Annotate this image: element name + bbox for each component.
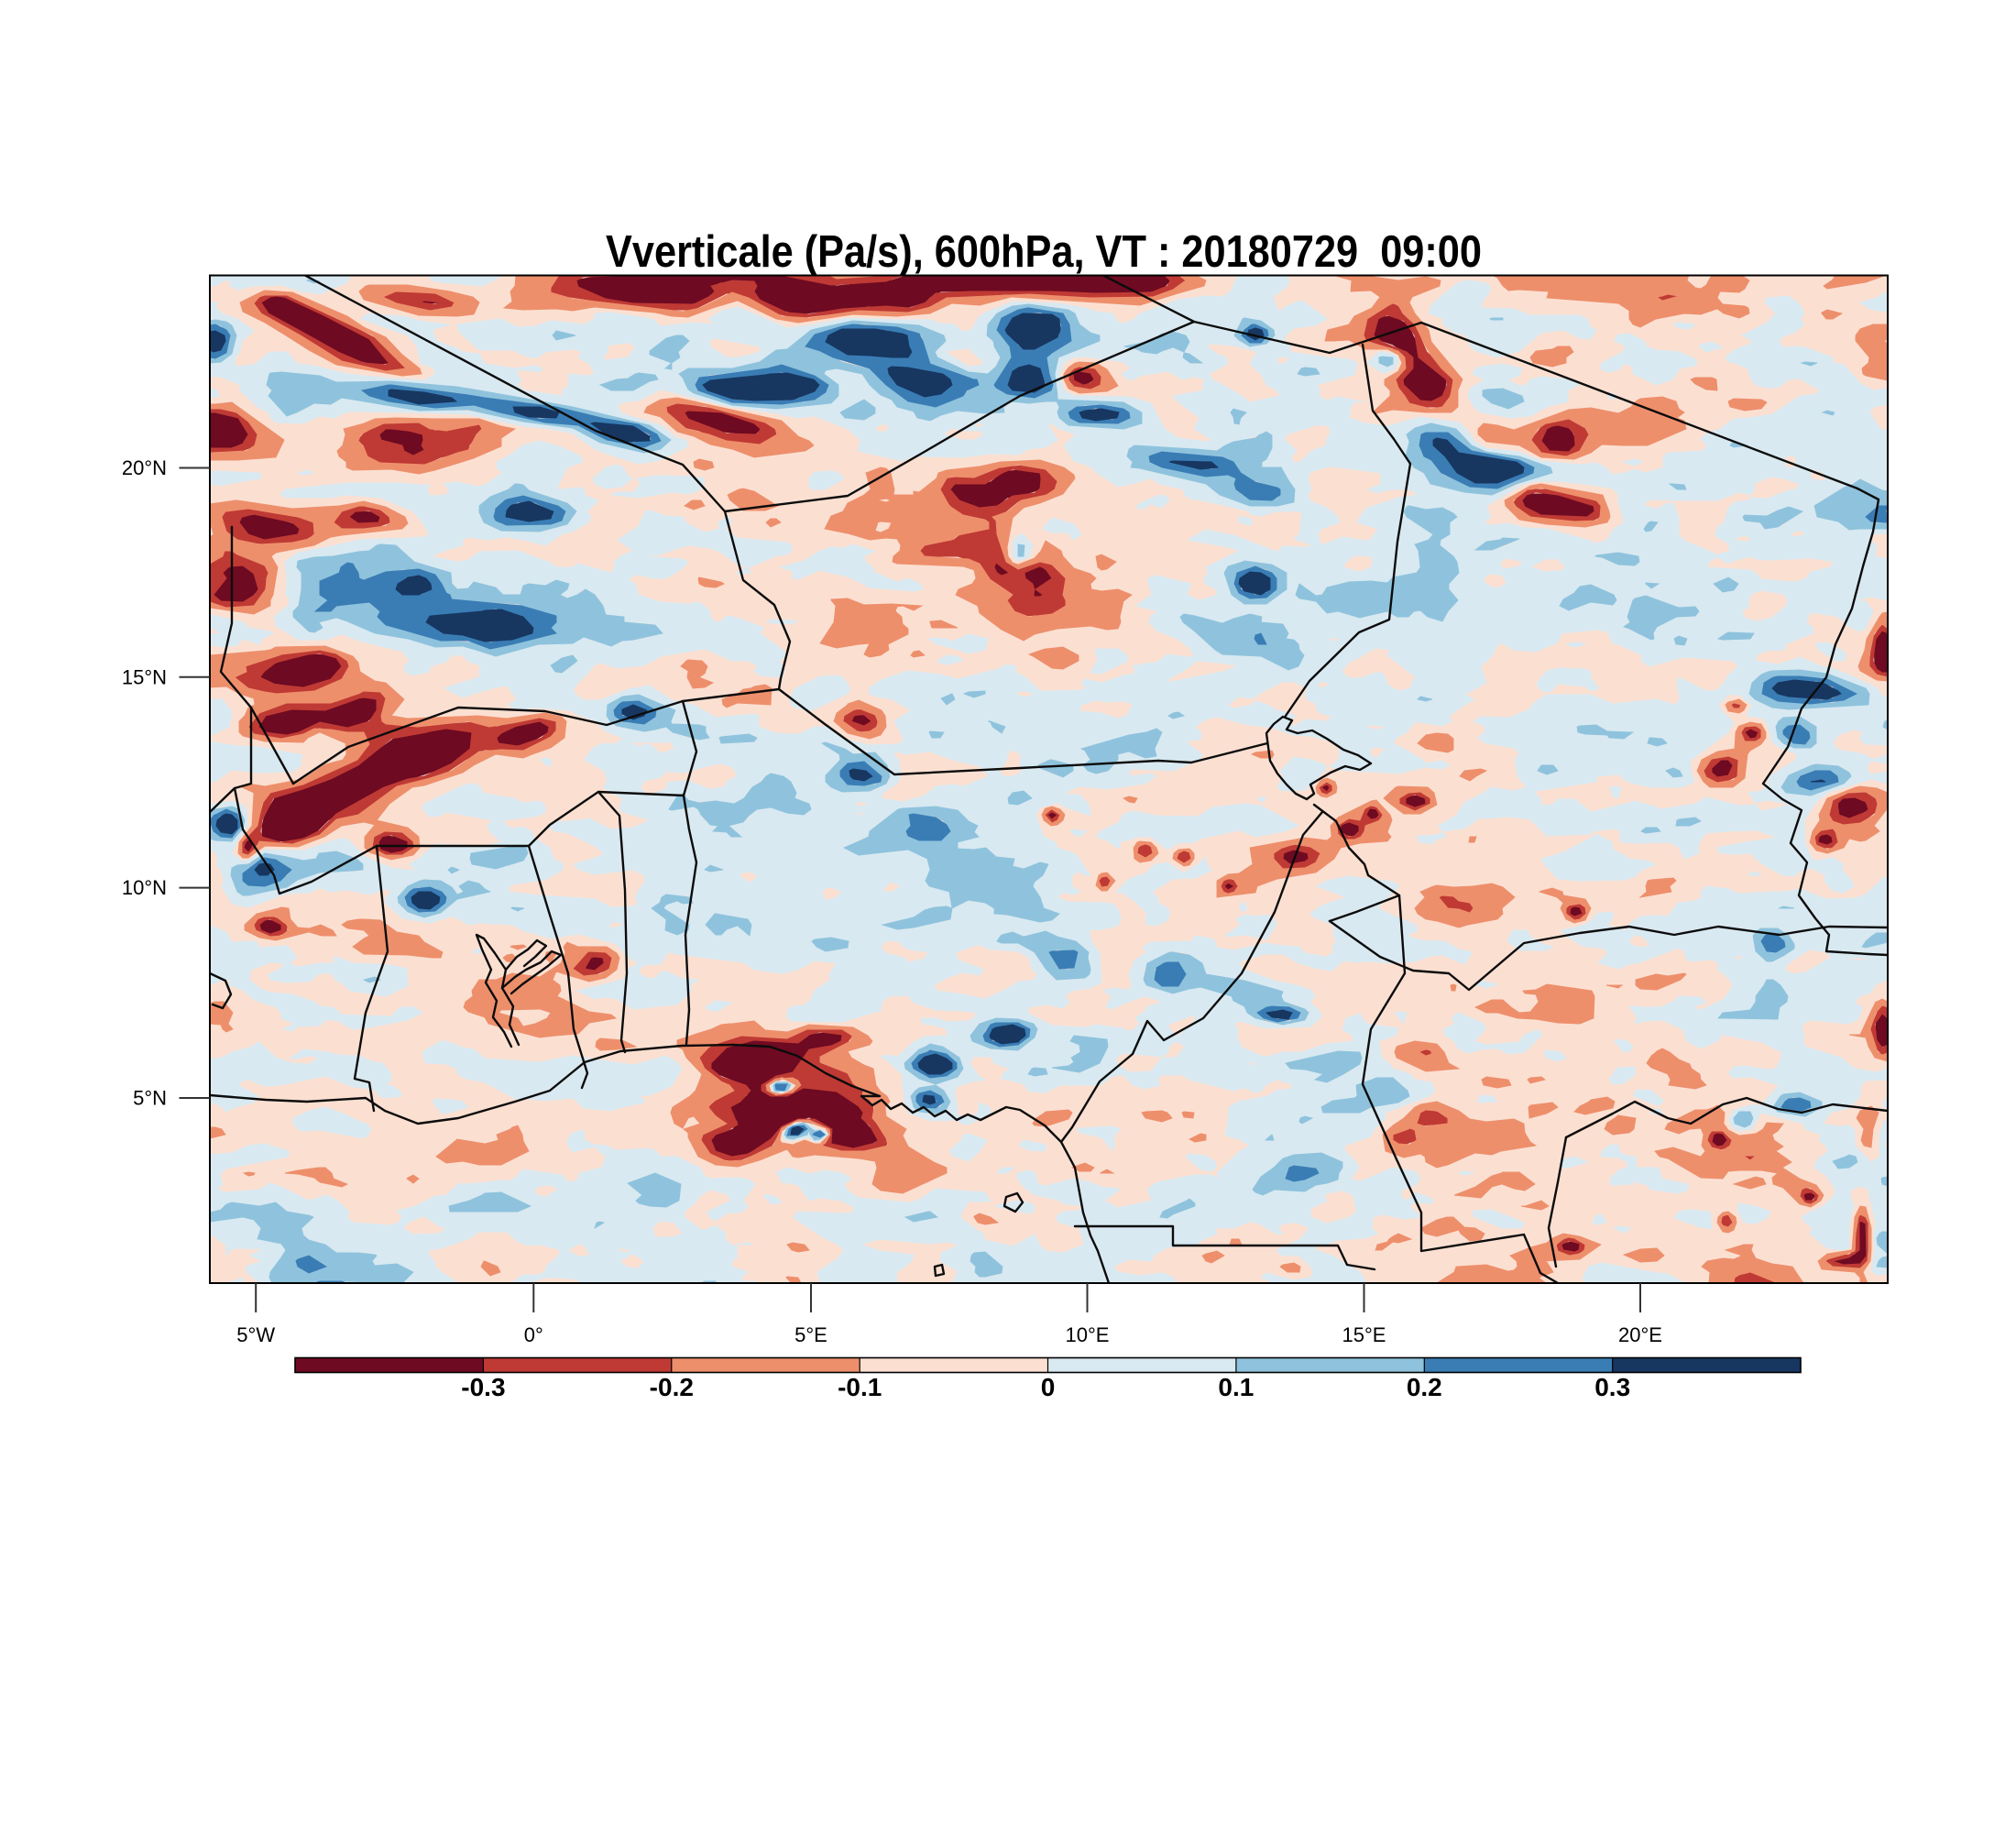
svg-text:5°N: 5°N	[133, 1087, 167, 1110]
svg-text:0: 0	[1041, 1373, 1056, 1401]
svg-text:-0.2: -0.2	[650, 1373, 694, 1401]
svg-text:20°N: 20°N	[122, 456, 167, 479]
svg-text:-0.3: -0.3	[461, 1373, 505, 1401]
svg-text:15°N: 15°N	[122, 665, 167, 688]
svg-text:10°N: 10°N	[122, 876, 167, 899]
svg-text:Vverticale (Pa/s), 600hPa, VT: Vverticale (Pa/s), 600hPa, VT : 20180729…	[606, 227, 1482, 277]
svg-text:-0.1: -0.1	[838, 1373, 882, 1401]
svg-text:5°W: 5°W	[236, 1323, 275, 1346]
svg-text:0.3: 0.3	[1594, 1373, 1630, 1401]
svg-text:0°: 0°	[524, 1323, 543, 1346]
svg-text:0.2: 0.2	[1407, 1373, 1442, 1401]
svg-text:20°E: 20°E	[1618, 1323, 1662, 1346]
svg-text:0.1: 0.1	[1218, 1373, 1254, 1401]
svg-text:15°E: 15°E	[1342, 1323, 1386, 1346]
svg-text:5°E: 5°E	[794, 1323, 827, 1346]
svg-text:10°E: 10°E	[1066, 1323, 1110, 1346]
